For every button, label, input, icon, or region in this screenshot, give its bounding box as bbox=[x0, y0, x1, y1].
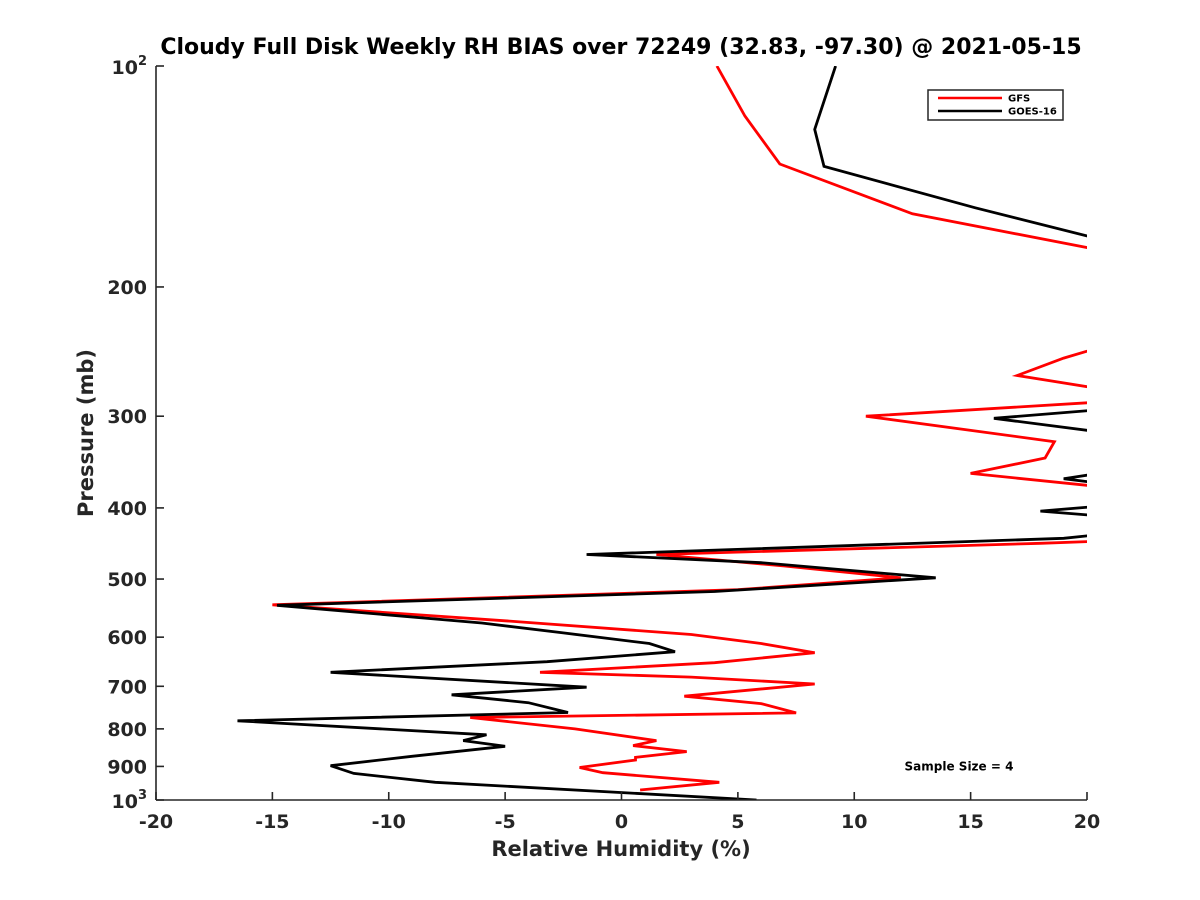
y-tick-label: 900 bbox=[107, 756, 147, 778]
x-tick-label: 5 bbox=[731, 811, 744, 833]
ticks: -20 -15 -10 -5 0 5 10 15 20 102 200 300 400 500 600 700… bbox=[107, 54, 1100, 833]
chart-title: Cloudy Full Disk Weekly RH BIAS over 722… bbox=[160, 35, 1081, 60]
legend-label-gfs: GFS bbox=[1008, 94, 1030, 105]
y-axis-label: Pressure (mb) bbox=[74, 349, 98, 517]
x-axis-label: Relative Humidity (%) bbox=[491, 837, 750, 861]
x-tick-label: -15 bbox=[255, 811, 289, 833]
x-tick-label: -20 bbox=[139, 811, 173, 833]
sample-size-annotation: Sample Size = 4 bbox=[905, 759, 1014, 773]
y-tick-label: 103 bbox=[112, 788, 148, 813]
x-tick-label: -5 bbox=[495, 811, 516, 833]
y-tick-label: 800 bbox=[107, 719, 147, 741]
y-tick-label: 600 bbox=[107, 627, 147, 649]
x-tick-label: -10 bbox=[372, 811, 406, 833]
series-line-goes-16 bbox=[237, 66, 1087, 800]
x-tick-label: 20 bbox=[1074, 811, 1100, 833]
legend-label-goes-16: GOES-16 bbox=[1008, 107, 1057, 118]
y-tick-label: 300 bbox=[107, 406, 147, 428]
x-tick-label: 15 bbox=[957, 811, 983, 833]
y-tick-label: 102 bbox=[112, 54, 148, 79]
legend: GFS GOES-16 bbox=[927, 89, 1064, 121]
x-tick-label: 0 bbox=[615, 811, 628, 833]
y-tick-label: 500 bbox=[107, 569, 147, 591]
x-tick-label: 10 bbox=[841, 811, 867, 833]
y-tick-label: 700 bbox=[107, 676, 147, 698]
legend-box bbox=[927, 89, 1064, 121]
series-line-gfs bbox=[272, 66, 1087, 792]
series-group bbox=[237, 66, 1087, 800]
y-tick-label: 400 bbox=[107, 498, 147, 520]
y-tick-label: 200 bbox=[107, 277, 147, 299]
